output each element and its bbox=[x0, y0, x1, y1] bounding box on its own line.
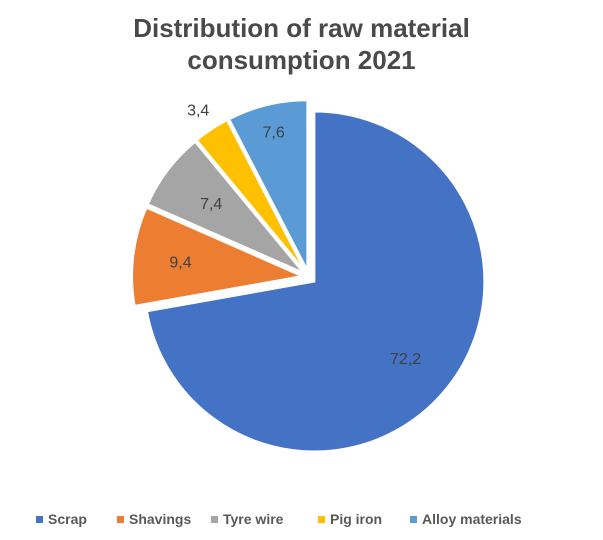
data-label-shavings: 9,4 bbox=[169, 255, 191, 272]
legend-swatch-alloy-materials bbox=[410, 515, 417, 523]
legend-label-pig-iron: Pig iron bbox=[330, 511, 383, 527]
legend-item-shavings: Shavings bbox=[117, 511, 191, 527]
legend-item-scrap: Scrap bbox=[36, 511, 87, 527]
data-label-alloy-materials: 7,6 bbox=[262, 124, 284, 141]
data-label-scrap: 72,2 bbox=[390, 351, 421, 368]
legend-label-tyre-wire: Tyre wire bbox=[223, 511, 284, 527]
pie-slice-shavings bbox=[131, 206, 306, 308]
legend-swatch-shavings bbox=[117, 515, 124, 523]
legend-item-alloy-materials: Alloy materials bbox=[410, 511, 522, 527]
legend-label-alloy-materials: Alloy materials bbox=[422, 511, 522, 527]
pie-slice-scrap bbox=[145, 110, 486, 453]
chart-title-line-1: Distribution of raw material bbox=[133, 13, 470, 43]
legend-swatch-pig-iron bbox=[318, 515, 325, 523]
legend: Scrap Shavings Tyre wire Pig iron Alloy mate… bbox=[0, 511, 603, 533]
pie-slice-alloy-materials bbox=[227, 99, 309, 271]
legend-item-tyre-wire: Tyre wire bbox=[211, 511, 283, 527]
data-label-tyre-wire: 7,4 bbox=[200, 196, 222, 213]
pie-slice-tyre-wire bbox=[146, 140, 305, 274]
legend-label-shavings: Shavings bbox=[129, 511, 192, 527]
chart-title-line-2: consumption 2021 bbox=[187, 45, 416, 75]
legend-swatch-scrap bbox=[36, 515, 43, 523]
pie-slice-pig-iron bbox=[195, 118, 307, 272]
legend-item-pig-iron: Pig iron bbox=[318, 511, 382, 527]
chart-title: Distribution of raw material consumption… bbox=[0, 12, 603, 76]
data-label-pig-iron: 3,4 bbox=[187, 103, 209, 120]
legend-label-scrap: Scrap bbox=[48, 511, 87, 527]
legend-swatch-tyre-wire bbox=[211, 515, 218, 523]
